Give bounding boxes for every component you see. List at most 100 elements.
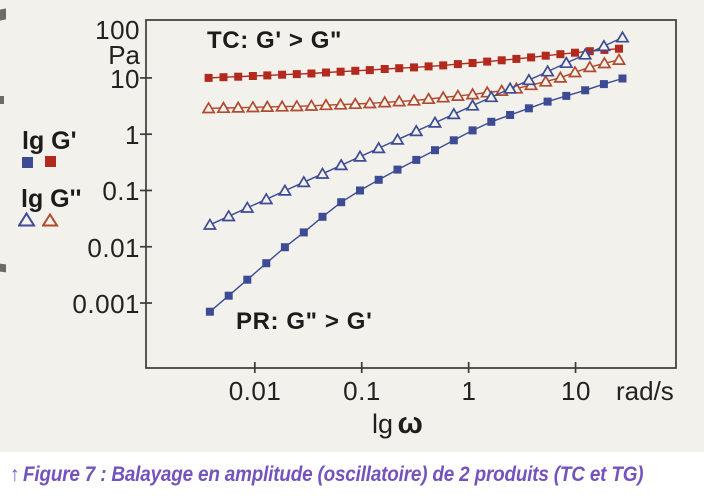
data-point-triangle-marker <box>484 90 499 103</box>
data-point-triangle-marker <box>538 74 553 87</box>
data-point-triangle-marker <box>427 115 443 128</box>
data-point-square-marker <box>468 59 477 67</box>
data-point-square-marker <box>395 64 404 73</box>
data-point-triangle-marker <box>362 96 377 109</box>
y-tick-label: 0.1 <box>102 176 140 206</box>
y-tick-label: 0.001 <box>72 289 140 319</box>
data-point-square-marker <box>585 47 594 56</box>
series-tc-g-storage-modulus- <box>204 44 623 82</box>
data-point-triangle-marker <box>202 217 217 230</box>
data-point-square-marker <box>263 71 272 80</box>
series-pr-g-loss-modulus- <box>202 30 630 230</box>
x-tick-label: 1 <box>461 376 477 406</box>
x-tick-label: 0.01 <box>228 376 282 406</box>
data-point-triangle-marker <box>521 73 536 86</box>
data-point-triangle-marker <box>392 94 407 107</box>
data-point-triangle-marker <box>333 97 348 110</box>
data-point-triangle-marker <box>446 107 461 120</box>
data-point-triangle-marker <box>450 88 465 101</box>
data-point-square-marker <box>439 61 448 70</box>
data-point-square-marker <box>571 48 579 57</box>
data-point-triangle-marker <box>503 81 518 94</box>
data-point-triangle-marker <box>334 158 349 171</box>
data-point-square-marker <box>243 275 252 284</box>
data-point-triangle-marker <box>582 60 597 73</box>
data-point-square-marker <box>205 307 214 316</box>
data-point-square-marker <box>449 136 458 145</box>
data-point-square-marker <box>453 60 462 69</box>
data-point-triangle-marker <box>377 95 392 108</box>
data-point-square-marker <box>307 69 316 78</box>
data-point-triangle-marker <box>559 56 574 69</box>
figure-caption: ↑ Figure 7 : Balayage en amplitude (oscil… <box>10 463 694 487</box>
data-point-square-marker <box>204 73 213 82</box>
data-point-square-marker <box>365 66 374 75</box>
legend-gsecond-red-triangle-marker <box>42 213 59 227</box>
data-point-square-marker <box>412 155 421 164</box>
data-point-triangle-marker <box>315 166 330 179</box>
data-point-triangle-marker <box>275 99 290 112</box>
y-tick-label: 1 <box>125 120 140 150</box>
data-point-triangle-marker <box>289 99 304 112</box>
data-point-triangle-marker <box>231 100 246 113</box>
annotation-pr-fluid: PR: G" > G' <box>236 308 373 335</box>
data-point-triangle-marker <box>390 132 405 145</box>
data-point-square-marker <box>318 212 327 221</box>
data-point-triangle-marker <box>260 99 275 112</box>
legend-gsecond-label: lg G'' <box>21 185 82 213</box>
data-point-triangle-marker <box>540 64 555 77</box>
data-point-square-marker <box>512 54 521 63</box>
y-tick-label: 100 <box>95 15 140 45</box>
data-point-square-marker <box>337 198 346 207</box>
data-point-square-marker <box>527 53 536 62</box>
scan-artifact <box>0 96 4 104</box>
legend-gprime-red-square-marker <box>45 156 56 167</box>
data-point-triangle-marker <box>421 92 436 105</box>
data-point-square-marker <box>224 291 233 300</box>
data-point-square-marker <box>234 72 243 81</box>
data-point-triangle-marker <box>371 141 386 154</box>
data-point-square-marker <box>262 259 271 268</box>
data-point-square-marker <box>543 97 552 106</box>
data-point-square-marker <box>374 175 383 184</box>
data-point-triangle-marker <box>615 30 630 43</box>
scanned-figure-paper: 0.01 0.1 1 10 100 10 1 0.1 0.01 0.001 Pa rad/s lg… <box>0 0 704 452</box>
data-point-square-marker <box>599 80 608 89</box>
data-point-triangle-marker <box>245 100 260 113</box>
series-tc-g-loss-modulus- <box>201 52 627 114</box>
data-point-triangle-marker <box>296 175 311 188</box>
data-point-triangle-marker <box>596 39 611 52</box>
data-point-triangle-marker <box>318 98 334 111</box>
data-point-triangle-marker <box>259 192 274 205</box>
data-point-square-marker <box>322 68 330 77</box>
data-point-square-marker <box>615 44 623 53</box>
data-point-square-marker <box>280 243 289 252</box>
data-point-square-marker <box>351 66 360 75</box>
x-tick-label: 10 <box>561 376 591 406</box>
data-point-square-marker <box>541 51 550 60</box>
data-point-triangle-marker <box>406 93 422 106</box>
data-point-triangle-marker <box>567 65 583 78</box>
data-point-square-marker <box>468 126 477 135</box>
data-point-triangle-marker <box>436 90 451 103</box>
data-point-square-marker <box>581 86 590 95</box>
data-point-square-marker <box>248 72 257 80</box>
caption-up-arrow-icon: ↑ <box>10 463 20 486</box>
data-point-square-marker <box>278 70 287 79</box>
data-point-triangle-marker <box>277 183 292 196</box>
data-point-triangle-marker <box>465 98 480 111</box>
data-point-square-marker <box>524 104 533 113</box>
data-point-square-marker <box>410 63 418 72</box>
legend-gprime-blue-square-marker <box>22 157 33 168</box>
data-point-square-marker <box>431 146 439 155</box>
data-point-square-marker <box>506 111 515 119</box>
data-point-square-marker <box>487 117 496 126</box>
legend-gprime-label: lg G' <box>22 127 77 155</box>
y-tick-label: 10 <box>110 64 140 94</box>
data-point-square-marker <box>556 50 565 59</box>
x-axis-title: lg ω <box>372 407 423 441</box>
omega-symbol: ω <box>397 407 423 440</box>
data-point-triangle-marker <box>352 149 368 162</box>
data-point-triangle-marker <box>216 101 231 114</box>
